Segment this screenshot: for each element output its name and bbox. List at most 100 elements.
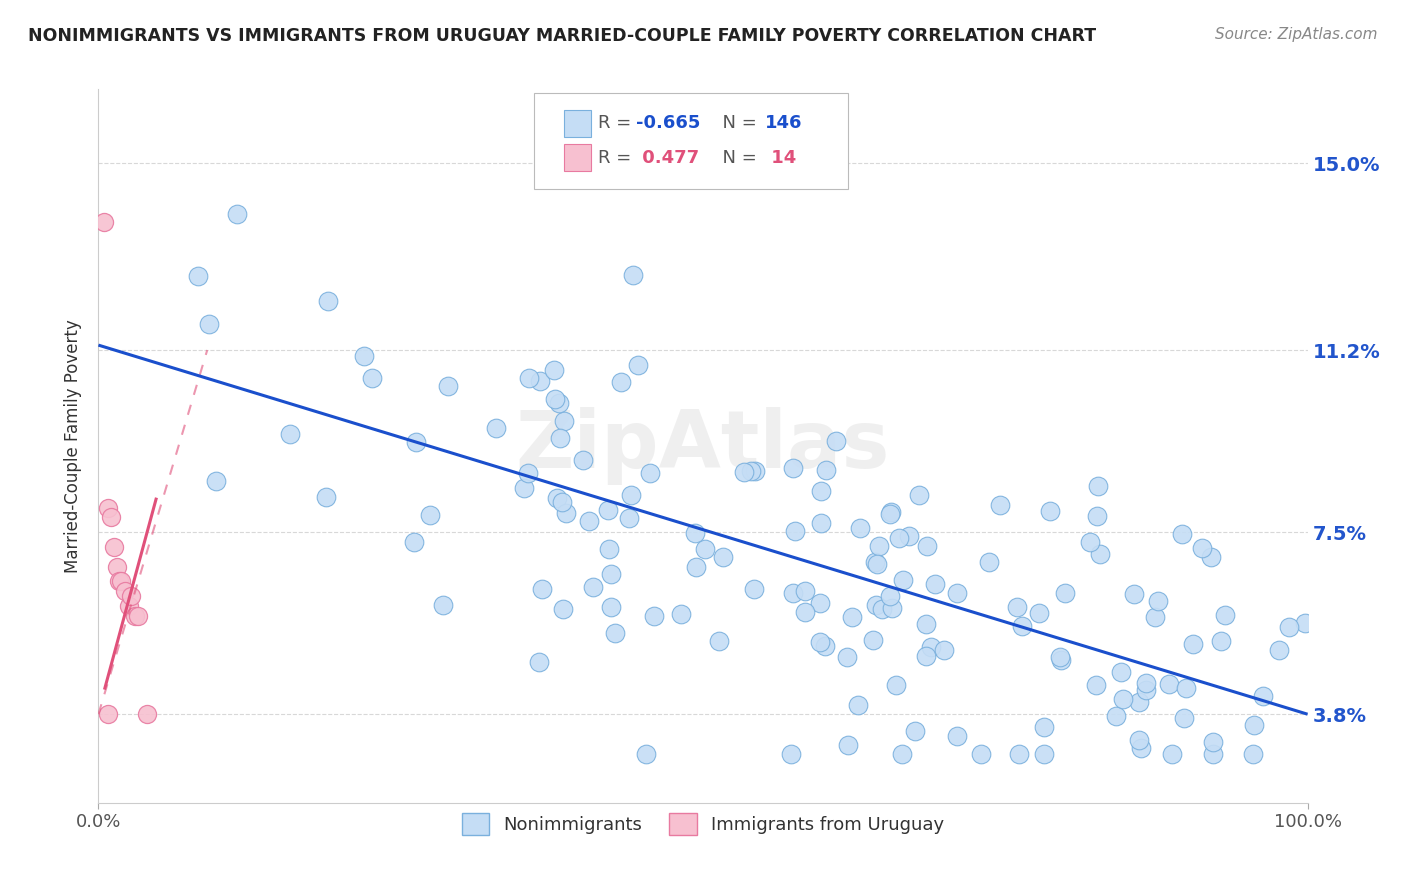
Point: [810, 516, 832, 530]
Point: [127, 608, 149, 623]
Text: 14: 14: [765, 150, 796, 168]
Point: [551, 495, 574, 509]
Text: R =: R =: [598, 114, 637, 132]
Point: [1213, 607, 1236, 622]
Point: [1049, 653, 1071, 667]
Point: [782, 461, 804, 475]
Point: [1088, 547, 1111, 561]
Point: [599, 566, 621, 581]
Point: [868, 539, 890, 553]
Text: -0.665: -0.665: [637, 114, 700, 132]
Point: [419, 508, 441, 522]
Point: [548, 396, 571, 410]
Point: [742, 582, 765, 596]
Point: [571, 453, 593, 467]
FancyBboxPatch shape: [564, 110, 591, 137]
Point: [513, 481, 536, 495]
Point: [124, 608, 146, 623]
Point: [643, 608, 665, 623]
Point: [546, 491, 568, 505]
Point: [553, 413, 575, 427]
Point: [685, 560, 707, 574]
Point: [1005, 600, 1028, 615]
Point: [683, 526, 706, 541]
Point: [846, 698, 869, 712]
Point: [904, 724, 927, 739]
Point: [794, 584, 817, 599]
Point: [810, 483, 832, 498]
Point: [105, 559, 128, 574]
Point: [437, 379, 460, 393]
Point: [605, 625, 627, 640]
Point: [924, 576, 946, 591]
Point: [1011, 618, 1033, 632]
Point: [908, 488, 931, 502]
Point: [1294, 615, 1316, 630]
Point: [835, 650, 858, 665]
Point: [610, 375, 633, 389]
Point: [1128, 733, 1150, 747]
Point: [837, 738, 859, 752]
Point: [405, 435, 427, 450]
Point: [849, 521, 872, 535]
Point: [1251, 690, 1274, 704]
Point: [120, 589, 142, 603]
Point: [1008, 747, 1031, 761]
Point: [531, 582, 554, 596]
Point: [1087, 478, 1109, 492]
Point: [100, 510, 122, 524]
Point: [621, 268, 644, 283]
Point: [548, 431, 571, 445]
Point: [880, 505, 903, 519]
Point: [1182, 637, 1205, 651]
Point: [1146, 593, 1168, 607]
Point: [205, 474, 228, 488]
Point: [1157, 677, 1180, 691]
Point: [638, 466, 661, 480]
Point: [945, 729, 967, 743]
Point: [740, 465, 762, 479]
Point: [887, 532, 910, 546]
Point: [554, 506, 576, 520]
Point: [890, 747, 912, 761]
Point: [879, 589, 901, 603]
Point: [1144, 610, 1167, 624]
Point: [1112, 691, 1135, 706]
Point: [1105, 708, 1128, 723]
Point: [600, 600, 623, 615]
Point: [891, 573, 914, 587]
Point: [1174, 681, 1197, 696]
Point: [841, 610, 863, 624]
Point: [970, 747, 993, 761]
Point: [744, 464, 766, 478]
Point: [93, 215, 115, 229]
Point: [870, 602, 893, 616]
Point: [1202, 735, 1225, 749]
Point: [1268, 643, 1291, 657]
Point: [1049, 649, 1071, 664]
Point: [544, 392, 567, 407]
Text: N =: N =: [711, 150, 763, 168]
Point: [880, 601, 903, 615]
Point: [1173, 711, 1195, 725]
Point: [915, 648, 938, 663]
Point: [865, 598, 887, 612]
Point: [318, 293, 340, 308]
Point: [1199, 550, 1222, 565]
Point: [118, 599, 141, 613]
Point: [1278, 620, 1301, 634]
Point: [581, 580, 603, 594]
Legend: Nonimmigrants, Immigrants from Uruguay: Nonimmigrants, Immigrants from Uruguay: [453, 804, 953, 844]
Point: [226, 207, 249, 221]
Point: [187, 268, 209, 283]
Point: [1039, 503, 1062, 517]
Text: Source: ZipAtlas.com: Source: ZipAtlas.com: [1215, 27, 1378, 42]
Point: [517, 371, 540, 385]
Point: [97, 500, 120, 515]
Point: [1209, 634, 1232, 648]
Point: [711, 549, 734, 564]
Point: [1161, 747, 1184, 761]
Point: [578, 514, 600, 528]
Point: [103, 540, 125, 554]
Point: [945, 586, 967, 600]
